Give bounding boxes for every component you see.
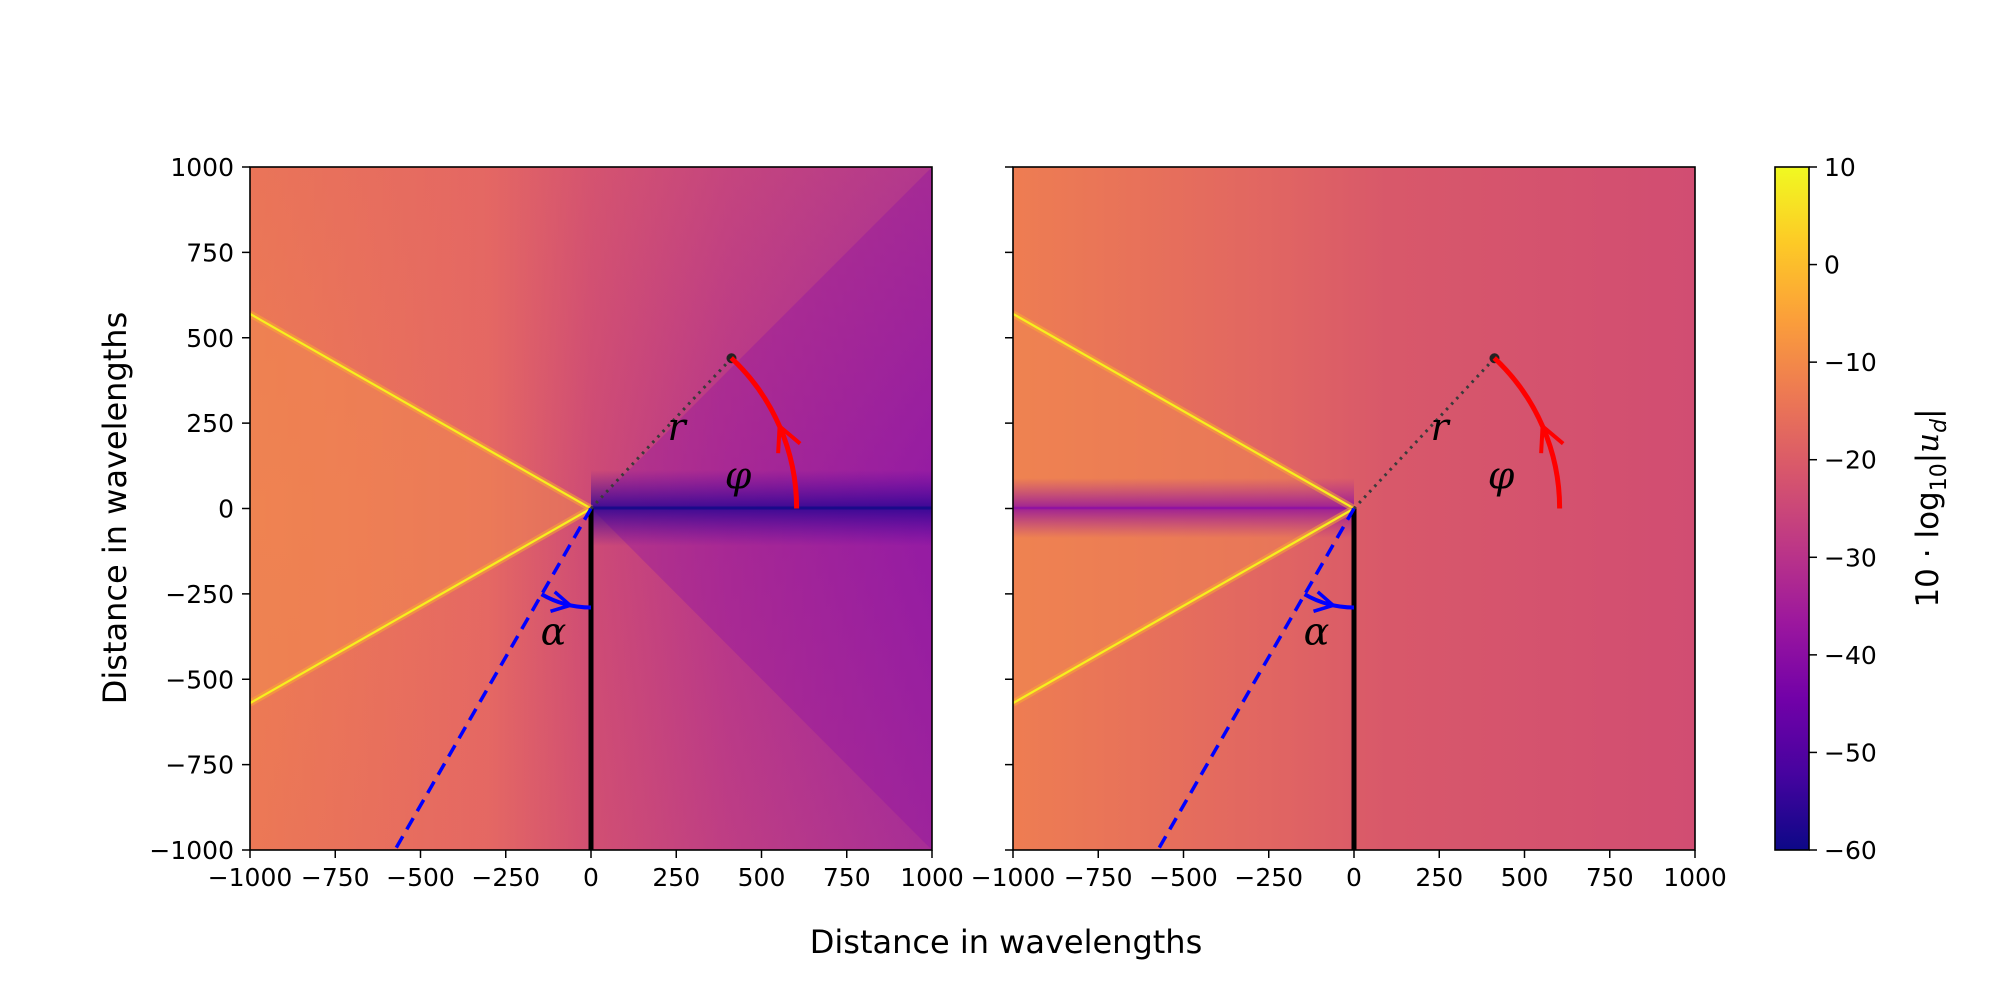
left-ytick-label: 0 xyxy=(218,495,234,524)
colorbar-frame xyxy=(1774,166,1810,851)
right-xtick-label: −750 xyxy=(1064,863,1133,892)
left-xtick-label: −250 xyxy=(471,863,540,892)
left-ytick-label: 250 xyxy=(186,409,234,438)
left-xtick-label: −500 xyxy=(386,863,455,892)
x-axis-label: Distance in wavelengths xyxy=(810,923,1203,961)
colorbar-tick-label: −20 xyxy=(1824,446,1877,475)
left-label-phi: φ xyxy=(725,453,752,497)
right-bright-line-0 xyxy=(1013,312,1355,510)
right-xtick-label: −250 xyxy=(1234,863,1303,892)
right-label-alpha: α xyxy=(1304,610,1330,654)
right-incident-dashed-line xyxy=(1156,507,1356,850)
left-xtick-label: −750 xyxy=(301,863,370,892)
right-alpha-arc xyxy=(1303,592,1355,610)
heatmap-left: rφ α −1000 −750 −500 −250 0 250 500 750 1000 −1000… xyxy=(149,153,963,892)
left-bright-line-1 xyxy=(250,507,592,705)
colorbar-label: 10 · log10|ud| xyxy=(1910,408,1952,607)
left-ytick-label: −750 xyxy=(165,751,234,780)
right-phi-arrowhead xyxy=(1539,422,1565,454)
colorbar-label-var: u xyxy=(1910,433,1946,453)
left-ytick-label: 1000 xyxy=(170,153,234,182)
left-label-r: r xyxy=(668,405,689,449)
left-xtick-label: 0 xyxy=(583,863,599,892)
left-ytick-label: 750 xyxy=(186,238,234,267)
left-alpha-arc xyxy=(540,592,592,610)
left-xtick-label: 750 xyxy=(823,863,871,892)
colorbar-label-var-sub: d xyxy=(1927,418,1952,433)
right-bright-line-1 xyxy=(1013,507,1355,705)
colorbar-label-prefix: 10 · log xyxy=(1910,491,1946,607)
left-xtick-label: −1000 xyxy=(208,863,293,892)
right-xtick-label: 0 xyxy=(1346,863,1362,892)
left-phi-arrowhead xyxy=(776,422,802,454)
right-xtick-label: −500 xyxy=(1149,863,1218,892)
colorbar-tick-label: 0 xyxy=(1824,251,1840,280)
left-ytick-label: 500 xyxy=(186,324,234,353)
left-ytick-label: −500 xyxy=(165,665,234,694)
colorbar-gradient xyxy=(1775,167,1809,850)
colorbar-tick-label: 10 xyxy=(1824,153,1856,182)
right-xtick-label: 500 xyxy=(1501,863,1549,892)
right-xtick-label: 250 xyxy=(1415,863,1463,892)
left-label-alpha: α xyxy=(541,610,567,654)
left-incident-dashed-line xyxy=(393,507,593,850)
left-xtick-label: 500 xyxy=(738,863,786,892)
left-bright-line-0 xyxy=(250,312,592,510)
colorbar-tick-label: −60 xyxy=(1824,836,1877,865)
right-xtick-label: −1000 xyxy=(971,863,1056,892)
left-ytick-label: −1000 xyxy=(149,836,234,865)
colorbar-tick-label: −50 xyxy=(1824,738,1877,767)
colorbar-tick-label: −40 xyxy=(1824,641,1877,670)
right-xtick-label: 750 xyxy=(1586,863,1634,892)
colorbar-tick-label: −30 xyxy=(1824,543,1877,572)
left-ytick-label: −250 xyxy=(165,580,234,609)
right-label-r: r xyxy=(1431,405,1452,449)
colorbar-label-sub: 10 xyxy=(1927,463,1952,491)
heatmap-right: rφ α −1000 −750 −500 −250 0 250 500 750 1000 xyxy=(971,166,1727,892)
y-axis-label: Distance in wavelengths xyxy=(96,312,134,705)
illuminated-wedge-left xyxy=(250,314,591,702)
colorbar-tick-label: −10 xyxy=(1824,348,1877,377)
colorbar: 10 0 −10 −20 −30 −40 −50 −60 10 · log10|ud| xyxy=(1774,153,1952,865)
right-xtick-label: 1000 xyxy=(1663,863,1727,892)
right-alpha-arrowhead xyxy=(1313,590,1337,613)
left-xtick-label: 250 xyxy=(652,863,700,892)
right-label-phi: φ xyxy=(1488,453,1515,497)
left-xtick-label: 1000 xyxy=(900,863,964,892)
left-alpha-arrowhead xyxy=(550,590,574,613)
